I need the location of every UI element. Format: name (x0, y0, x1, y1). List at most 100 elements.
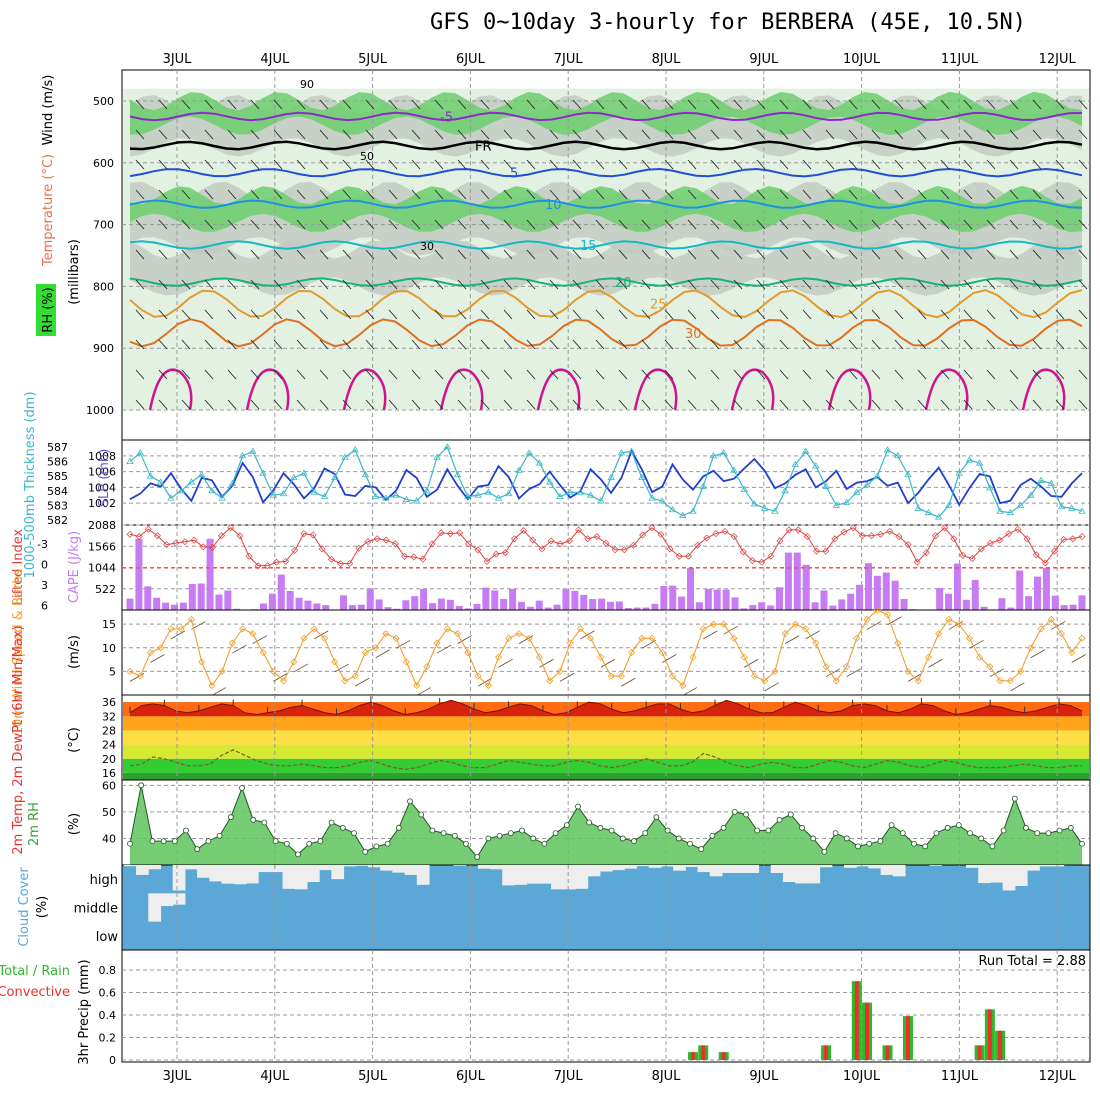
lifted-point (620, 546, 628, 554)
cape-bar (126, 598, 134, 610)
wind-barb (181, 159, 191, 170)
wind-axis-label: Wind (m/s) (41, 75, 56, 146)
wind-barb (687, 159, 697, 170)
wind-point (955, 620, 963, 628)
wind-barb (227, 159, 237, 170)
wind-barb (618, 159, 628, 170)
wind-point (1006, 677, 1014, 685)
cloud-high-bar (538, 865, 552, 884)
lifted-point (803, 533, 811, 541)
thickness-point (494, 494, 503, 501)
temp-band (123, 772, 1089, 780)
wind-barb (250, 249, 260, 260)
cloud-high-bar (685, 865, 699, 867)
rh-point (1011, 795, 1018, 802)
thickness-point (689, 507, 697, 514)
cloud-high-bar (929, 865, 943, 866)
wind-barb (871, 99, 881, 110)
precip-convective-bar (977, 1045, 982, 1060)
wind-barb (940, 129, 950, 140)
thickness-point (197, 470, 206, 478)
wind-point (1078, 634, 1086, 642)
wind-barb (457, 249, 467, 260)
wind-barb (365, 129, 375, 140)
wind-barb (963, 159, 973, 170)
lifted-point (721, 527, 729, 535)
wind-barb (894, 219, 904, 230)
cape-bar (829, 605, 837, 610)
precip-tick-label: 0.4 (99, 1009, 117, 1022)
wind-barb (250, 159, 260, 170)
cape-bar (446, 599, 454, 610)
isotherm--5 (129, 111, 1083, 122)
wind-barb (181, 219, 191, 230)
cape-bar (731, 597, 739, 610)
wind-barb (227, 309, 237, 320)
wind-barb (457, 635, 472, 644)
lifted-point (437, 529, 445, 537)
wind-barb (204, 369, 214, 380)
wind-point (935, 630, 943, 638)
wind-barb (1078, 129, 1088, 140)
wind-point (443, 625, 451, 633)
lifted-index-line (129, 526, 1083, 567)
wind-point (146, 648, 155, 657)
wind-barb (963, 279, 973, 290)
lifted-tick-label: 6 (41, 600, 48, 613)
wind-barb (457, 339, 467, 350)
wind-barb (871, 129, 881, 140)
wind-barb (917, 159, 927, 170)
wind-barb (342, 339, 352, 350)
wind-point (331, 658, 339, 666)
wind-barb (871, 369, 881, 380)
cloud-panel-frame (121, 864, 1091, 951)
lifted-point (327, 555, 335, 563)
temp-band (123, 730, 1089, 745)
wind-barb (549, 219, 559, 230)
cape-bar (197, 583, 205, 610)
thickness-point (638, 473, 646, 481)
wind-barb (480, 249, 490, 260)
wind-barb (211, 687, 227, 696)
lifted-point (163, 541, 171, 549)
wind-barb (1032, 279, 1042, 290)
wind-barb (917, 189, 927, 200)
wind-point (832, 677, 840, 685)
wind-barb (664, 249, 674, 260)
wind-barb (618, 369, 628, 380)
thickness-point (392, 491, 400, 498)
cloud-high-bar (673, 865, 686, 871)
precip-convective-bar (885, 1045, 890, 1060)
cape-bar (1034, 576, 1042, 610)
wind-point (822, 663, 830, 671)
lifted-point (510, 535, 518, 543)
cloud-high-bar (184, 865, 198, 870)
rh-point (463, 840, 469, 847)
rh-point (821, 848, 828, 855)
lifted-point (831, 535, 839, 543)
thickness-point (760, 504, 769, 511)
precip-tick-label: 0.6 (99, 987, 117, 1000)
thickness-point (883, 446, 892, 453)
rh-point (989, 843, 996, 850)
cloud-high-bar (453, 865, 467, 866)
wind-point (505, 634, 513, 642)
wind-barb (434, 309, 444, 320)
cloud-high-bar (355, 865, 369, 866)
wind-barb (181, 99, 191, 110)
isotherm-25 (129, 289, 1083, 319)
wind-barb (664, 279, 674, 290)
wind-barb (388, 99, 398, 110)
rh-point (1056, 827, 1063, 834)
cape-bar (473, 603, 481, 610)
rh-tick-label: 40 (102, 832, 116, 845)
lifted-point (1060, 535, 1068, 543)
wind-barb (1055, 189, 1065, 200)
thickness-point (730, 466, 738, 473)
cape-bar (1060, 605, 1068, 610)
cape-bar (553, 604, 561, 610)
rh-point (1023, 824, 1029, 831)
slp-tick-label: 1004 (88, 481, 116, 494)
rh-point (698, 846, 705, 852)
wind-barb (250, 189, 260, 200)
